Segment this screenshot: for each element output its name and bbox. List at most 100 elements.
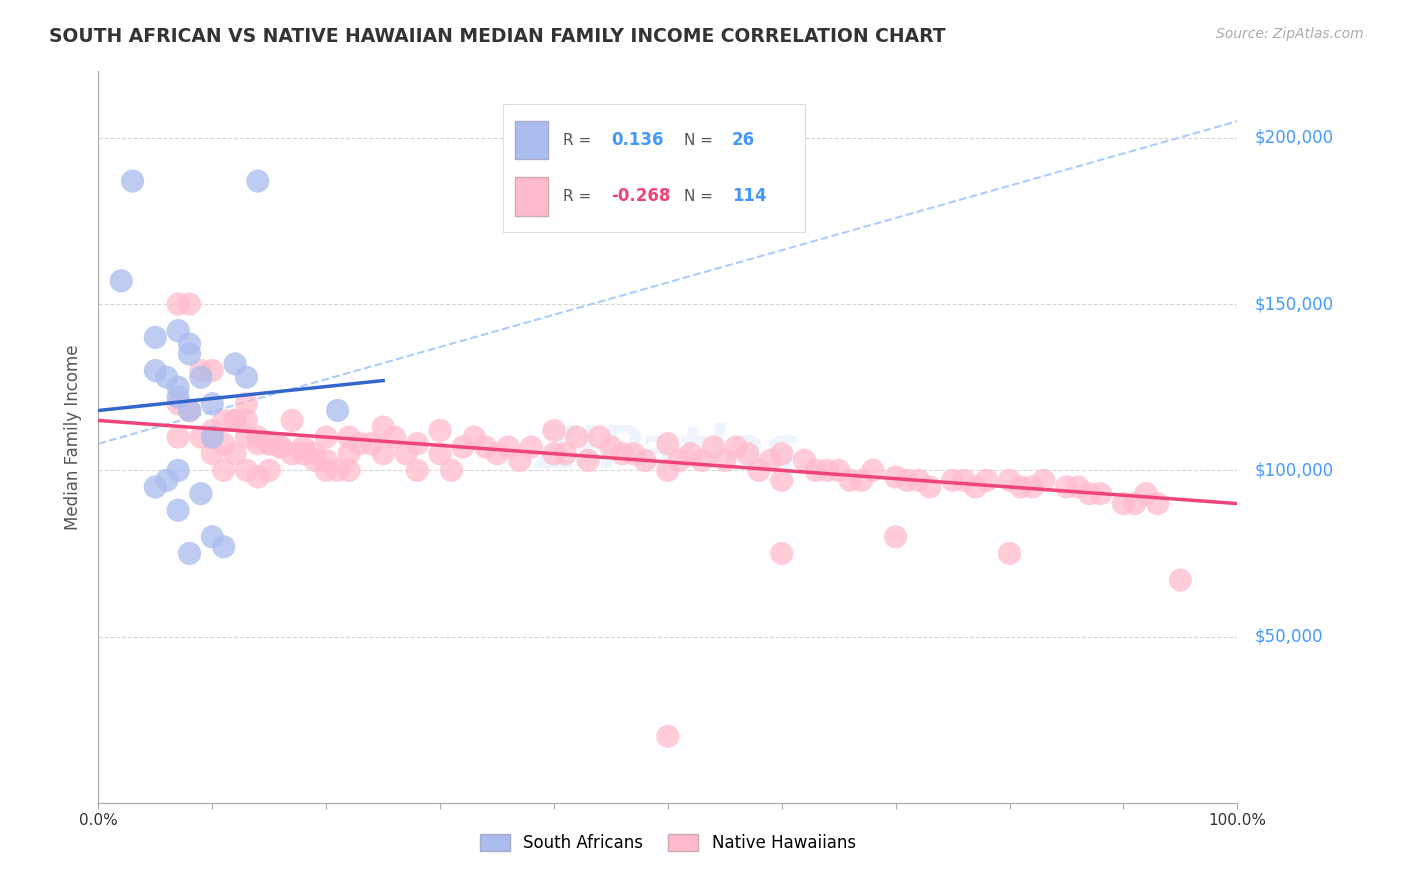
Point xyxy=(167,430,190,444)
Point xyxy=(543,447,565,461)
Point xyxy=(167,390,190,404)
Point xyxy=(998,546,1021,560)
Text: ZIPatlas: ZIPatlas xyxy=(536,423,800,480)
Point xyxy=(998,473,1021,487)
Point xyxy=(235,397,257,411)
Point xyxy=(520,440,543,454)
Point xyxy=(201,530,224,544)
Point xyxy=(145,480,167,494)
Point xyxy=(270,440,292,454)
Point xyxy=(156,370,179,384)
Point xyxy=(451,440,474,454)
Point xyxy=(953,473,976,487)
Point xyxy=(235,370,257,384)
Point xyxy=(679,447,702,461)
Point xyxy=(1112,497,1135,511)
Point xyxy=(259,436,281,450)
Text: $150,000: $150,000 xyxy=(1254,295,1333,313)
Point xyxy=(179,546,201,560)
Point xyxy=(315,463,337,477)
Point xyxy=(907,473,929,487)
Point xyxy=(942,473,965,487)
Point xyxy=(292,447,315,461)
Point xyxy=(224,447,246,461)
Point xyxy=(304,453,326,467)
Point xyxy=(440,463,463,477)
Point xyxy=(121,174,143,188)
Point xyxy=(315,453,337,467)
Text: $50,000: $50,000 xyxy=(1254,628,1323,646)
Point xyxy=(167,297,190,311)
Point xyxy=(224,413,246,427)
Point xyxy=(486,447,509,461)
Point xyxy=(884,530,907,544)
Point xyxy=(748,463,770,477)
Legend: South Africans, Native Hawaiians: South Africans, Native Hawaiians xyxy=(471,825,865,860)
Point xyxy=(759,453,782,467)
Point xyxy=(179,347,201,361)
Point xyxy=(623,447,645,461)
Point xyxy=(179,403,201,417)
Point xyxy=(212,540,235,554)
Point xyxy=(281,413,304,427)
Point xyxy=(235,413,257,427)
Point xyxy=(212,413,235,427)
Point xyxy=(474,440,496,454)
Point xyxy=(657,463,679,477)
Point xyxy=(235,463,257,477)
Point xyxy=(360,436,382,450)
Point xyxy=(384,430,406,444)
Point xyxy=(565,430,588,444)
Text: SOUTH AFRICAN VS NATIVE HAWAIIAN MEDIAN FAMILY INCOME CORRELATION CHART: SOUTH AFRICAN VS NATIVE HAWAIIAN MEDIAN … xyxy=(49,27,946,45)
Point xyxy=(793,453,815,467)
Point xyxy=(690,453,713,467)
Point xyxy=(612,447,634,461)
Point xyxy=(246,430,269,444)
Point xyxy=(976,473,998,487)
Text: Source: ZipAtlas.com: Source: ZipAtlas.com xyxy=(1216,27,1364,41)
Point xyxy=(1170,573,1192,587)
Point xyxy=(246,436,269,450)
Point xyxy=(1123,497,1146,511)
Point xyxy=(190,486,212,500)
Point xyxy=(167,503,190,517)
Point xyxy=(201,430,224,444)
Point xyxy=(292,440,315,454)
Point xyxy=(657,729,679,743)
Point xyxy=(543,424,565,438)
Point xyxy=(212,436,235,450)
Point xyxy=(1135,486,1157,500)
Point xyxy=(634,453,657,467)
Point xyxy=(224,413,246,427)
Point xyxy=(851,473,873,487)
Point xyxy=(201,424,224,438)
Point xyxy=(1010,480,1032,494)
Point xyxy=(429,424,451,438)
Point xyxy=(884,470,907,484)
Point xyxy=(657,436,679,450)
Point xyxy=(259,436,281,450)
Point xyxy=(406,436,429,450)
Point xyxy=(1090,486,1112,500)
Point xyxy=(770,546,793,560)
Point xyxy=(770,473,793,487)
Point xyxy=(349,436,371,450)
Point xyxy=(896,473,918,487)
Point xyxy=(224,357,246,371)
Text: $100,000: $100,000 xyxy=(1254,461,1333,479)
Point xyxy=(804,463,827,477)
Point xyxy=(918,480,941,494)
Point xyxy=(576,453,599,467)
Point xyxy=(145,330,167,344)
Point xyxy=(337,430,360,444)
Point xyxy=(498,440,520,454)
Point xyxy=(190,363,212,377)
Point xyxy=(270,440,292,454)
Point xyxy=(337,447,360,461)
Point xyxy=(395,447,418,461)
Point xyxy=(770,447,793,461)
Point xyxy=(281,447,304,461)
Point xyxy=(179,337,201,351)
Point xyxy=(145,363,167,377)
Point xyxy=(1032,473,1054,487)
